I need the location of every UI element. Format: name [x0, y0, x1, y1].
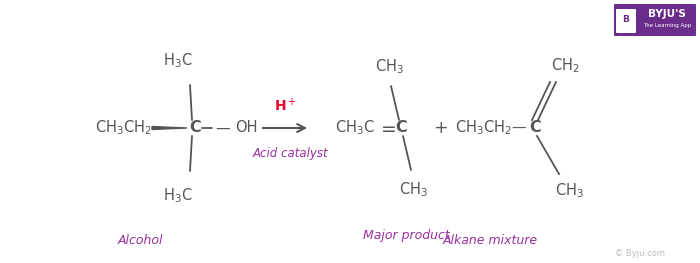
Text: BYJU'S: BYJU'S	[648, 9, 686, 19]
Text: CH$_3$CH$_2$: CH$_3$CH$_2$	[95, 119, 152, 137]
Text: —: —	[215, 120, 230, 135]
Text: C: C	[529, 120, 541, 135]
Text: Major product: Major product	[363, 229, 449, 241]
Text: CH$_3$C: CH$_3$C	[335, 119, 375, 137]
Text: C: C	[395, 120, 407, 135]
Text: CH$_3$: CH$_3$	[554, 181, 584, 200]
Polygon shape	[152, 127, 187, 129]
Text: The Learning App: The Learning App	[643, 23, 691, 28]
Text: H$_3$C: H$_3$C	[163, 186, 193, 205]
Text: OH: OH	[235, 120, 258, 135]
FancyBboxPatch shape	[614, 4, 696, 36]
Text: +: +	[433, 119, 447, 137]
Text: Alkane mixture: Alkane mixture	[442, 235, 538, 247]
Text: H$_3$C: H$_3$C	[163, 51, 193, 70]
Text: Acid catalyst: Acid catalyst	[252, 146, 328, 159]
Text: H$^+$: H$^+$	[274, 97, 296, 115]
Text: Alcohol: Alcohol	[118, 235, 162, 247]
Text: CH$_3$: CH$_3$	[398, 180, 428, 199]
Text: CH$_2$: CH$_2$	[551, 56, 580, 75]
Text: C: C	[189, 120, 201, 135]
Text: © Byju.com: © Byju.com	[615, 249, 665, 257]
Text: CH$_3$: CH$_3$	[374, 57, 403, 76]
Text: CH$_3$CH$_2$—: CH$_3$CH$_2$—	[455, 119, 528, 137]
Text: $=$: $=$	[377, 119, 397, 138]
Text: B: B	[622, 16, 629, 24]
FancyBboxPatch shape	[616, 9, 636, 33]
